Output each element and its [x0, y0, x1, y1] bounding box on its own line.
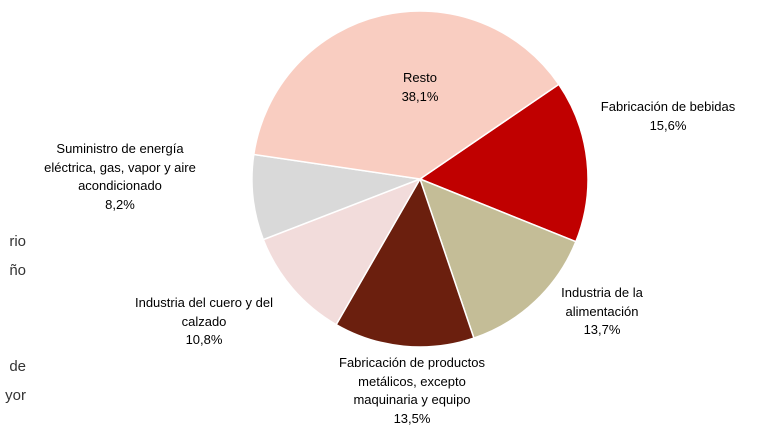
value-label: 15,6% — [649, 117, 687, 133]
category-name: Industria de la alimentación — [561, 285, 643, 319]
category-name: Fabricación de productos metálicos, exce… — [339, 355, 485, 407]
cut-off-text: rio — [9, 233, 26, 250]
pie-slice — [252, 10, 560, 180]
slice-label: Fabricación de bebidas 15,6% — [568, 98, 768, 135]
slice-label: Fabricación de productos metálicos, exce… — [327, 354, 497, 428]
pie-slice — [262, 177, 422, 326]
category-name: Resto — [403, 70, 437, 85]
value-label: 10,8% — [185, 332, 223, 347]
category-name: Fabricación de bebidas — [600, 99, 736, 114]
category-name: Suministro de energía eléctrica, gas, va… — [44, 141, 196, 193]
pie-slice — [418, 83, 589, 243]
pie-slice — [335, 177, 475, 348]
category-name: Industria del cuero y del calzado — [134, 295, 274, 329]
pie-slice — [418, 177, 577, 340]
value-label: 13,7% — [583, 322, 621, 337]
cut-off-text: yor — [5, 387, 26, 404]
value-label: 38,1% — [401, 88, 439, 104]
cut-off-text: de — [9, 358, 26, 375]
slice-label: Resto 38,1% — [360, 69, 480, 106]
slice-label: Industria de la alimentación 13,7% — [547, 284, 657, 340]
slice-label: Industria del cuero y del calzado 10,8% — [122, 294, 287, 350]
value-label: 8,2% — [105, 196, 135, 212]
slice-label: Suministro de energía eléctrica, gas, va… — [30, 140, 210, 214]
pie-slice — [251, 153, 423, 241]
value-label: 13,5% — [393, 410, 431, 426]
cut-off-text: ño — [9, 262, 26, 279]
